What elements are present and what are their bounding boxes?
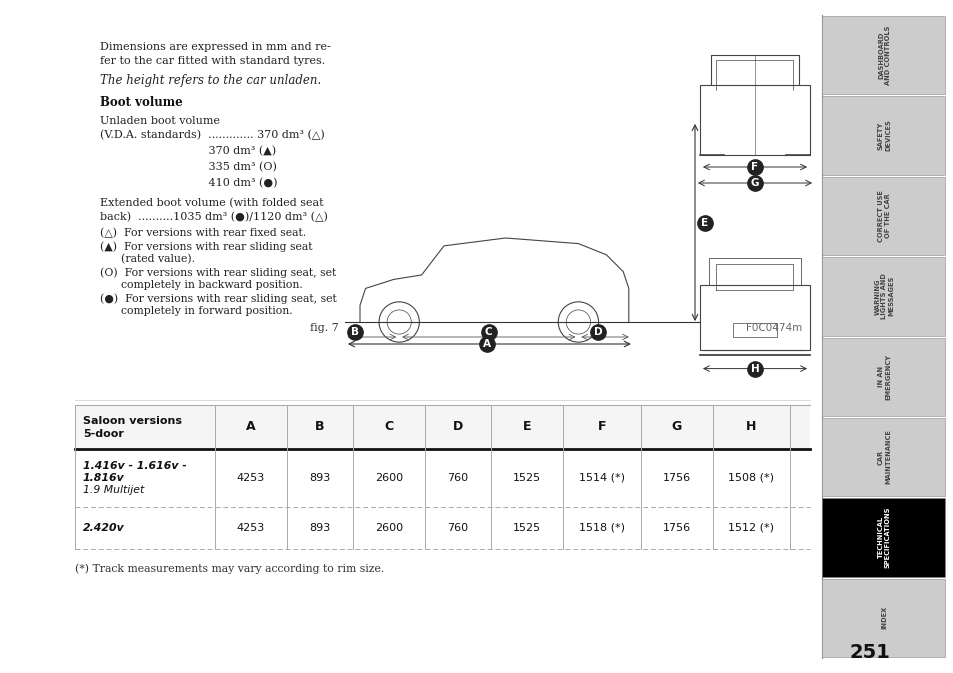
- Text: G: G: [750, 178, 759, 188]
- Text: 1.9 Multijet: 1.9 Multijet: [83, 485, 144, 495]
- Bar: [821, 337, 944, 416]
- Text: completely in forward position.: completely in forward position.: [100, 306, 293, 316]
- Bar: [821, 418, 944, 496]
- Text: 4253: 4253: [236, 523, 265, 533]
- Bar: [821, 16, 944, 94]
- Text: 335 dm³ (O): 335 dm³ (O): [100, 162, 276, 172]
- Text: F: F: [751, 162, 758, 172]
- Text: F: F: [598, 421, 605, 433]
- Bar: [700, 85, 809, 155]
- Text: 760: 760: [447, 473, 468, 483]
- Text: 4253: 4253: [236, 473, 265, 483]
- Text: TECHNICAL
SPECIFICATIONS: TECHNICAL SPECIFICATIONS: [877, 507, 890, 568]
- Text: 370 dm³ (▲): 370 dm³ (▲): [100, 146, 275, 156]
- Text: (△)  For versions with rear fixed seat.: (△) For versions with rear fixed seat.: [100, 228, 306, 238]
- Bar: [821, 177, 944, 255]
- Text: 1.416v - 1.616v -: 1.416v - 1.616v -: [83, 461, 187, 471]
- Text: Extended boot volume (with folded seat: Extended boot volume (with folded seat: [100, 198, 323, 209]
- Text: WARNING
LIGHTS AND
MESSAGES: WARNING LIGHTS AND MESSAGES: [874, 273, 894, 319]
- Text: 410 dm³ (●): 410 dm³ (●): [100, 178, 277, 188]
- Text: INDEX: INDEX: [881, 606, 886, 629]
- Text: SAFETY
DEVICES: SAFETY DEVICES: [877, 120, 890, 151]
- Text: B: B: [351, 327, 358, 337]
- Text: 1508 (*): 1508 (*): [728, 473, 774, 483]
- Text: C: C: [384, 421, 394, 433]
- Text: G: G: [671, 421, 681, 433]
- Text: 893: 893: [309, 523, 331, 533]
- Text: (▲)  For versions with rear sliding seat: (▲) For versions with rear sliding seat: [100, 241, 313, 252]
- Text: DASHBOARD
AND CONTROLS: DASHBOARD AND CONTROLS: [877, 26, 890, 85]
- Text: 1514 (*): 1514 (*): [578, 473, 624, 483]
- Text: 5-door: 5-door: [83, 429, 124, 439]
- Bar: [821, 96, 944, 175]
- Text: 893: 893: [309, 473, 331, 483]
- Bar: [821, 498, 944, 577]
- Text: H: H: [750, 363, 759, 374]
- Text: 1518 (*): 1518 (*): [578, 523, 624, 533]
- Text: 1512 (*): 1512 (*): [728, 523, 774, 533]
- Bar: [732, 323, 776, 337]
- Text: CORRECT USE
OF THE CAR: CORRECT USE OF THE CAR: [877, 190, 890, 242]
- Text: (O)  For versions with rear sliding seat, set: (O) For versions with rear sliding seat,…: [100, 267, 335, 277]
- Text: fer to the car fitted with standard tyres.: fer to the car fitted with standard tyre…: [100, 56, 325, 66]
- Bar: [700, 285, 809, 349]
- Text: (*) Track measurements may vary according to rim size.: (*) Track measurements may vary accordin…: [75, 563, 384, 573]
- Bar: [821, 257, 944, 336]
- Text: Saloon versions: Saloon versions: [83, 416, 182, 426]
- Text: Dimensions are expressed in mm and re-: Dimensions are expressed in mm and re-: [100, 42, 331, 52]
- Text: fig. 7: fig. 7: [310, 323, 338, 333]
- Text: Unladen boot volume: Unladen boot volume: [100, 116, 220, 126]
- Text: A: A: [482, 339, 491, 349]
- Text: (V.D.A. standards)  ............. 370 dm³ (△): (V.D.A. standards) ............. 370 dm³…: [100, 130, 324, 140]
- Text: The height refers to the car unladen.: The height refers to the car unladen.: [100, 74, 321, 87]
- Text: completely in backward position.: completely in backward position.: [100, 280, 302, 290]
- Text: 2600: 2600: [375, 523, 402, 533]
- Text: 760: 760: [447, 523, 468, 533]
- Text: 1.816v: 1.816v: [83, 473, 125, 483]
- Text: D: D: [453, 421, 462, 433]
- Text: IN AN
EMERGENCY: IN AN EMERGENCY: [877, 354, 890, 400]
- Bar: [821, 579, 944, 657]
- Text: (●)  For versions with rear sliding seat, set: (●) For versions with rear sliding seat,…: [100, 293, 336, 304]
- Bar: [75, 405, 809, 449]
- Text: B: B: [314, 421, 324, 433]
- Text: F0C0474m: F0C0474m: [745, 323, 801, 333]
- Text: 2.420v: 2.420v: [83, 523, 125, 533]
- Text: (rated value).: (rated value).: [100, 254, 194, 264]
- Text: H: H: [745, 421, 756, 433]
- Text: D: D: [594, 327, 602, 337]
- Text: A: A: [246, 421, 255, 433]
- Text: Boot volume: Boot volume: [100, 96, 183, 109]
- Text: 1756: 1756: [662, 473, 690, 483]
- Text: CAR
MAINTENANCE: CAR MAINTENANCE: [877, 429, 890, 485]
- Text: 2600: 2600: [375, 473, 402, 483]
- Text: E: E: [522, 421, 531, 433]
- Text: C: C: [484, 327, 492, 337]
- Text: 1525: 1525: [513, 473, 540, 483]
- Text: E: E: [700, 217, 708, 227]
- Text: back)  ..........1035 dm³ (●)/1120 dm³ (△): back) ..........1035 dm³ (●)/1120 dm³ (△…: [100, 212, 328, 222]
- Text: 251: 251: [849, 643, 889, 662]
- Text: 1756: 1756: [662, 523, 690, 533]
- Text: 1525: 1525: [513, 523, 540, 533]
